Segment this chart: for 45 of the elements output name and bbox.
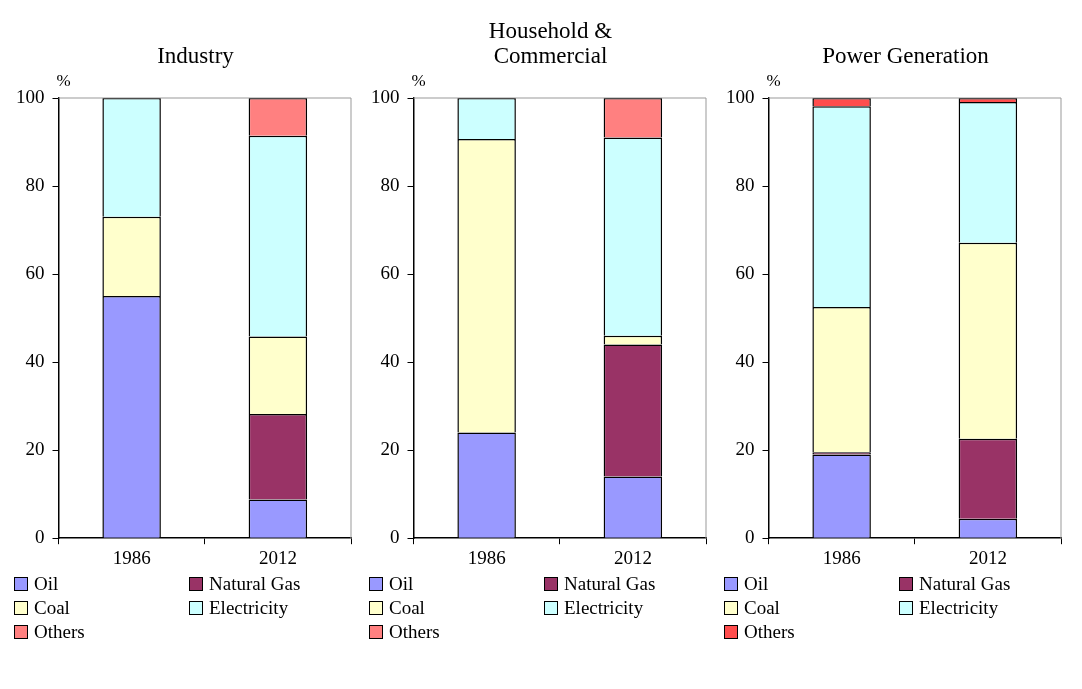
legend-label: Natural Gas xyxy=(209,573,301,595)
legend-label: Natural Gas xyxy=(919,573,1011,595)
x-tick-label: 1986 xyxy=(467,546,506,568)
legend-label: Electricity xyxy=(564,597,644,619)
y-tick-label: 100 xyxy=(371,85,400,107)
legend-label: Others xyxy=(34,621,85,643)
y-tick-label: 20 xyxy=(735,438,755,460)
legend-label: Oil xyxy=(744,573,769,595)
x-tick-label: 1986 xyxy=(112,546,151,568)
y-tick-label: 100 xyxy=(16,85,45,107)
y-tick-label: 40 xyxy=(380,350,400,372)
x-tick-label: 2012 xyxy=(258,546,297,568)
y-axis-title: % xyxy=(56,70,71,90)
legend-label: Coal xyxy=(389,597,425,619)
y-tick-label: 80 xyxy=(25,174,45,196)
x-tick-label: 2012 xyxy=(968,546,1007,568)
legend-label: Electricity xyxy=(919,597,999,619)
legend-label: Natural Gas xyxy=(564,573,656,595)
legend-label: Oil xyxy=(389,573,414,595)
legend-label: Coal xyxy=(744,597,780,619)
y-tick-label: 40 xyxy=(735,350,755,372)
chart-title: Household & Commercial xyxy=(487,17,614,68)
y-axis-title: % xyxy=(766,70,781,90)
y-tick-label: 40 xyxy=(25,350,45,372)
chart-title: Industry xyxy=(156,42,235,68)
y-tick-label: 20 xyxy=(25,438,45,460)
y-tick-label: 60 xyxy=(25,262,45,284)
y-tick-label: 60 xyxy=(380,262,400,284)
y-tick-label: 0 xyxy=(745,526,755,548)
legend-label: Others xyxy=(389,621,440,643)
legend-label: Coal xyxy=(34,597,70,619)
y-tick-label: 80 xyxy=(380,174,400,196)
legend-label: Others xyxy=(744,621,795,643)
y-axis-title: % xyxy=(411,70,426,90)
y-tick-label: 0 xyxy=(35,526,45,548)
y-tick-label: 20 xyxy=(380,438,400,460)
y-tick-label: 60 xyxy=(735,262,755,284)
y-tick-label: 80 xyxy=(735,174,755,196)
legend-label: Electricity xyxy=(209,597,289,619)
y-tick-label: 100 xyxy=(726,85,755,107)
legend-label: Oil xyxy=(34,573,59,595)
chart-title: Power Generation xyxy=(821,42,990,68)
x-tick-label: 1986 xyxy=(822,546,861,568)
y-tick-label: 0 xyxy=(390,526,400,548)
x-tick-label: 2012 xyxy=(613,546,652,568)
